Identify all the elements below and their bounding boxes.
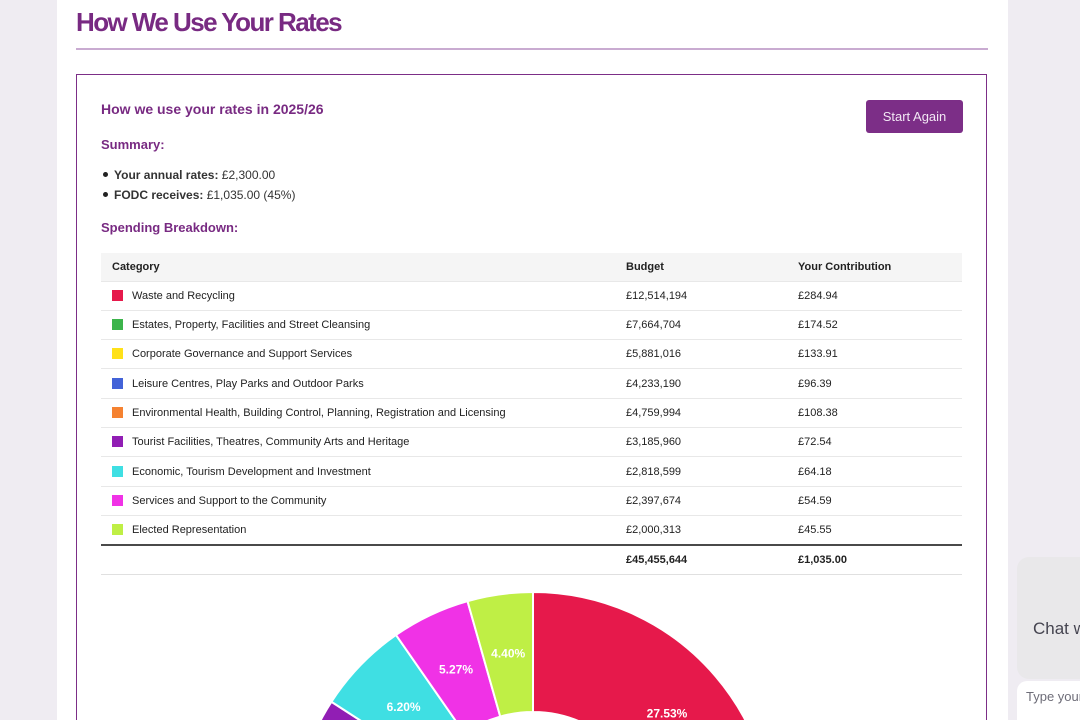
svg-text:27.53%: 27.53% [647,707,688,720]
svg-text:5.27%: 5.27% [439,662,473,676]
svg-text:6.20%: 6.20% [387,700,421,714]
svg-text:4.40%: 4.40% [491,647,525,661]
